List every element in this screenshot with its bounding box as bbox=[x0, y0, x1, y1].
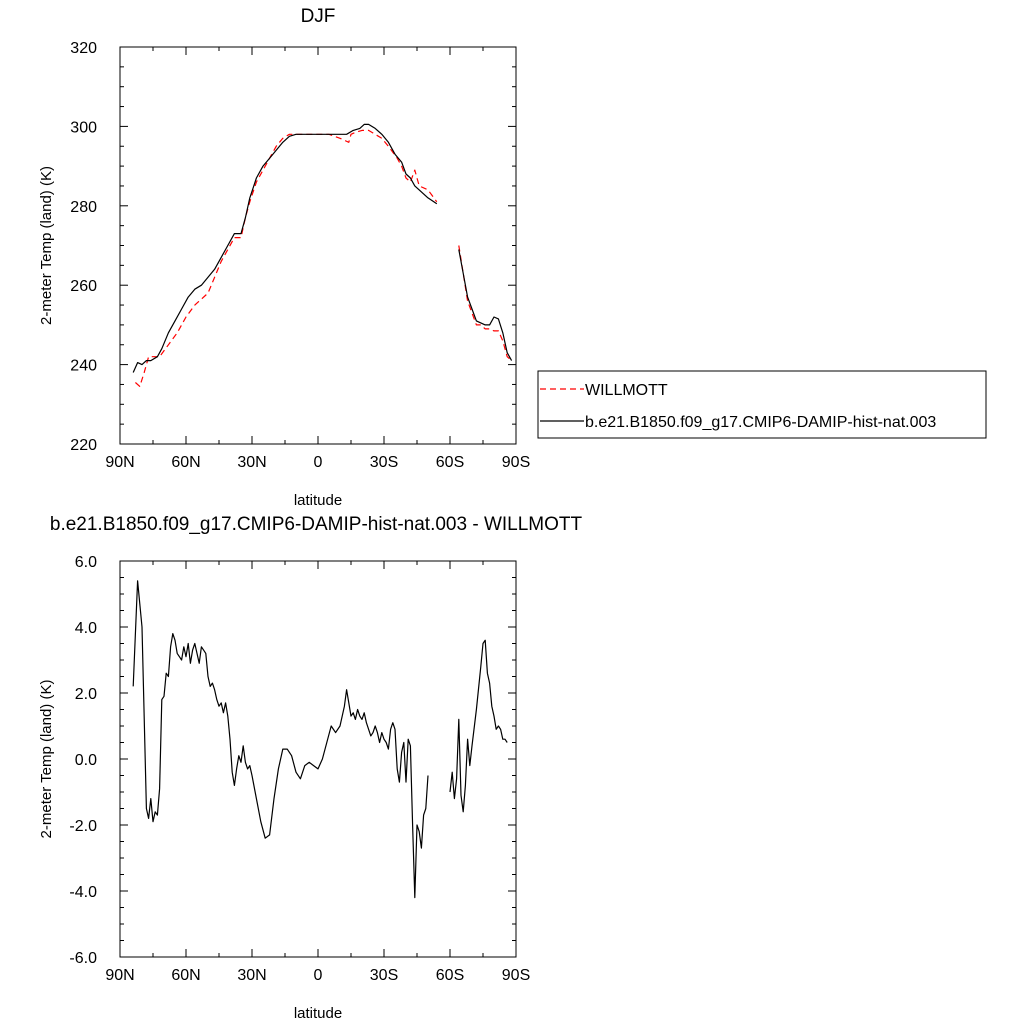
x-tick-label: 90S bbox=[502, 454, 530, 471]
x-tick-label: 0 bbox=[314, 454, 323, 471]
willmott-series-line bbox=[458, 245, 512, 362]
y-tick-label: 240 bbox=[70, 358, 97, 375]
willmott-series-line bbox=[135, 129, 438, 387]
chart-title: DJF bbox=[301, 6, 336, 27]
difference-y-axis-label: 2-meter Temp (land) (K) bbox=[38, 680, 55, 839]
y-tick-label: -4.0 bbox=[69, 884, 97, 901]
legend-entry-model: b.e21.B1850.f09_g17.CMIP6-DAMIP-hist-nat… bbox=[585, 414, 936, 431]
difference-plot-frame bbox=[119, 560, 517, 958]
y-tick-label: 220 bbox=[70, 437, 97, 454]
x-tick-label: 60S bbox=[436, 454, 464, 471]
y-tick-label: 300 bbox=[70, 119, 97, 136]
top-panel: DJF 90N 60N 30N 0 30S 60S 90S 220 240 260 280 300 32… bbox=[38, 6, 987, 509]
y-tick-label: -6.0 bbox=[69, 950, 97, 967]
x-tick-label: 90N bbox=[105, 967, 134, 984]
x-tick-label: 30N bbox=[237, 454, 266, 471]
x-tick-label: 30N bbox=[237, 967, 266, 984]
legend-box bbox=[537, 370, 987, 439]
plot-area: 90N 60N 30N 0 30S 60S 90S 220 240 260 280 300 320 bbox=[70, 40, 530, 471]
y-tick-label: 6.0 bbox=[75, 554, 97, 571]
y-tick-label: 280 bbox=[70, 199, 97, 216]
y-axis-label: 2-meter Temp (land) (K) bbox=[38, 166, 55, 325]
y-tick-label: -2.0 bbox=[69, 818, 97, 835]
bottom-panel: b.e21.B1850.f09_g17.CMIP6-DAMIP-hist-nat… bbox=[38, 514, 583, 1022]
difference-x-axis-label: latitude bbox=[294, 1005, 342, 1022]
y-tick-label: 260 bbox=[70, 278, 97, 295]
difference-series-line bbox=[449, 639, 508, 813]
x-tick-label: 60N bbox=[171, 454, 200, 471]
x-tick-label: 30S bbox=[370, 454, 398, 471]
x-tick-label: 0 bbox=[314, 967, 323, 984]
y-tick-label: 0.0 bbox=[75, 752, 97, 769]
x-tick-label: 90N bbox=[105, 454, 134, 471]
plot-frame bbox=[119, 46, 517, 445]
difference-series-line bbox=[132, 580, 429, 899]
y-tick-label: 2.0 bbox=[75, 686, 97, 703]
model-series-line bbox=[458, 249, 513, 361]
x-tick-label: 30S bbox=[370, 967, 398, 984]
x-tick-label: 60S bbox=[436, 967, 464, 984]
x-tick-label: 90S bbox=[502, 967, 530, 984]
x-tick-label: 60N bbox=[171, 967, 200, 984]
model-series-line bbox=[132, 123, 438, 373]
y-tick-label: 4.0 bbox=[75, 620, 97, 637]
legend: WILLMOTT b.e21.B1850.f09_g17.CMIP6-DAMIP… bbox=[537, 370, 987, 439]
difference-plot-area: 90N 60N 30N 0 30S 60S 90S -6.0 -4.0 -2.0 0.0 2.0 4.0… bbox=[69, 554, 530, 984]
x-axis-label: latitude bbox=[294, 492, 342, 509]
difference-chart-title: b.e21.B1850.f09_g17.CMIP6-DAMIP-hist-nat… bbox=[50, 514, 583, 535]
legend-entry-willmott: WILLMOTT bbox=[585, 382, 668, 399]
y-tick-label: 320 bbox=[70, 40, 97, 57]
